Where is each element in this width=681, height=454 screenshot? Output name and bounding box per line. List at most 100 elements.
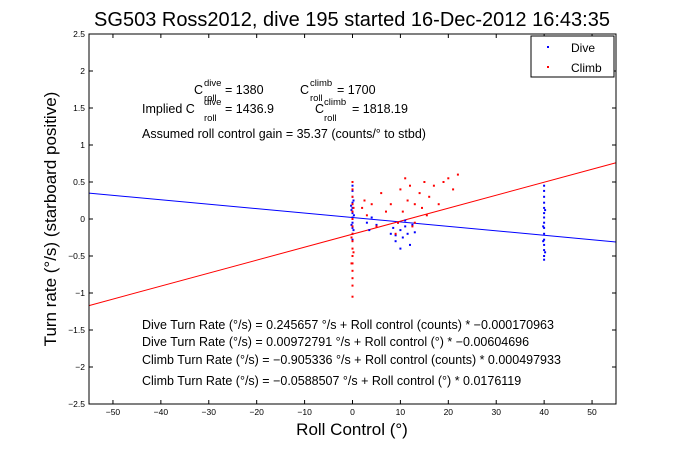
climb-point (452, 188, 455, 191)
climb-point (351, 277, 354, 280)
y-tick-label: 2.5 (73, 29, 85, 39)
climb-point (432, 184, 435, 187)
dive-point (370, 216, 373, 219)
dive-point (543, 189, 546, 192)
climb-point (351, 218, 354, 220)
dive-point (351, 201, 354, 204)
x-tick-label: −30 (202, 407, 217, 417)
dive-point (543, 255, 546, 257)
climb-point (363, 199, 366, 202)
legend: Dive Climb (530, 35, 615, 78)
y-tick-label: −2 (75, 362, 85, 372)
climb-point (394, 232, 397, 235)
climb-point (351, 210, 354, 213)
x-tick-label: 20 (444, 407, 454, 417)
climb-point (351, 255, 354, 257)
climb-point (351, 240, 354, 243)
dive-point (394, 240, 397, 243)
c-roll-dive-annotation: C dive roll = 1380 (194, 78, 264, 104)
dive-point (351, 226, 354, 229)
y-tick-label: 0 (80, 214, 85, 224)
dive-point (351, 238, 354, 241)
c-roll-dive-value: = 1380 (225, 83, 264, 97)
climb-point (456, 173, 459, 176)
c-roll-climb-annotation: C climb roll = 1700 (300, 78, 376, 104)
dive-point (375, 223, 378, 226)
dive-point (404, 225, 407, 228)
dive-point (365, 221, 368, 224)
climb-point (406, 199, 409, 202)
dive-point (350, 223, 353, 226)
dive-point (399, 229, 402, 232)
y-tick-label: 2 (80, 66, 85, 76)
dive-point (544, 251, 547, 254)
x-tick-label: 30 (491, 407, 501, 417)
implied-c-roll-climb-annotation: C climb roll = 1818.19 (315, 97, 408, 124)
dive-point (543, 232, 546, 235)
x-tick-label: −50 (106, 407, 121, 417)
axis-ticks: −50 −40 −30 −20 −10 0 10 20 30 40 50−2.5−2−1.5−1−0… (68, 29, 616, 417)
y-tick-label: −2.5 (68, 399, 85, 409)
climb-point (437, 203, 440, 206)
x-tick-label: 0 (350, 407, 355, 417)
dive-point (392, 226, 395, 229)
y-tick-label: 1 (80, 140, 85, 150)
implied-c-roll-dive-subscript: roll (204, 113, 217, 124)
dive-point (542, 240, 545, 243)
c-roll-dive-symbol: C (194, 83, 203, 97)
dive-point (543, 226, 546, 229)
c-roll-climb-value: = 1700 (337, 83, 376, 97)
dive-point (350, 209, 353, 212)
legend-climb-marker (547, 66, 549, 68)
dive-point (543, 221, 546, 224)
climb-point (421, 206, 423, 209)
dive-point (543, 249, 546, 252)
dive-point (543, 201, 546, 204)
climb-point (413, 203, 416, 206)
climb-point (352, 206, 355, 209)
climb-point (351, 284, 354, 287)
climb-point (351, 295, 354, 298)
c-roll-dive-superscript: dive (204, 78, 221, 89)
x-tick-label: −10 (297, 407, 312, 417)
y-tick-label: −1.5 (68, 325, 85, 335)
c-roll-climb-symbol: C (300, 83, 309, 97)
climb-point (375, 225, 378, 228)
climb-point (423, 181, 426, 183)
legend-dive-label: Dive (571, 41, 595, 55)
dive-point (411, 223, 414, 226)
climb-point (418, 192, 421, 195)
climb-point (447, 177, 450, 180)
dive-point (351, 216, 354, 219)
y-tick-label: 1.5 (73, 103, 85, 113)
c-roll-climb-superscript: climb (310, 78, 332, 89)
c-roll-dive-subscript: roll (204, 93, 217, 104)
dive-point (542, 225, 545, 228)
climb-point (380, 192, 383, 195)
x-tick-label: 10 (396, 407, 406, 417)
climb-degrees-equation: Climb Turn Rate (°/s) = −0.0588507 °/s +… (142, 374, 521, 388)
dive-point (544, 209, 547, 212)
climb-point (404, 177, 407, 180)
implied-c-roll-climb-symbol: C (315, 102, 324, 116)
climb-point (351, 195, 354, 198)
climb-counts-equation: Climb Turn Rate (°/s) = −0.905336 °/s + … (142, 353, 561, 367)
dive-point (350, 204, 353, 207)
climb-point (370, 203, 373, 206)
implied-c-roll-dive-value: = 1436.9 (225, 102, 274, 116)
climb-point (350, 262, 353, 265)
legend-climb-label: Climb (571, 61, 602, 75)
dive-point (394, 234, 397, 237)
climb-point (361, 206, 364, 209)
y-tick-label: 0.5 (73, 177, 85, 187)
dive-point (404, 219, 407, 222)
climb-point (399, 188, 402, 191)
climb-point (411, 225, 414, 228)
dive-point (351, 212, 354, 215)
chart-title: SG503 Ross2012, dive 195 started 16-Dec-… (94, 9, 610, 31)
implied-c-roll-climb-superscript: climb (324, 97, 346, 108)
dive-point (401, 236, 404, 239)
dive-point (543, 243, 546, 246)
dive-point (389, 232, 392, 235)
climb-point (365, 214, 368, 217)
